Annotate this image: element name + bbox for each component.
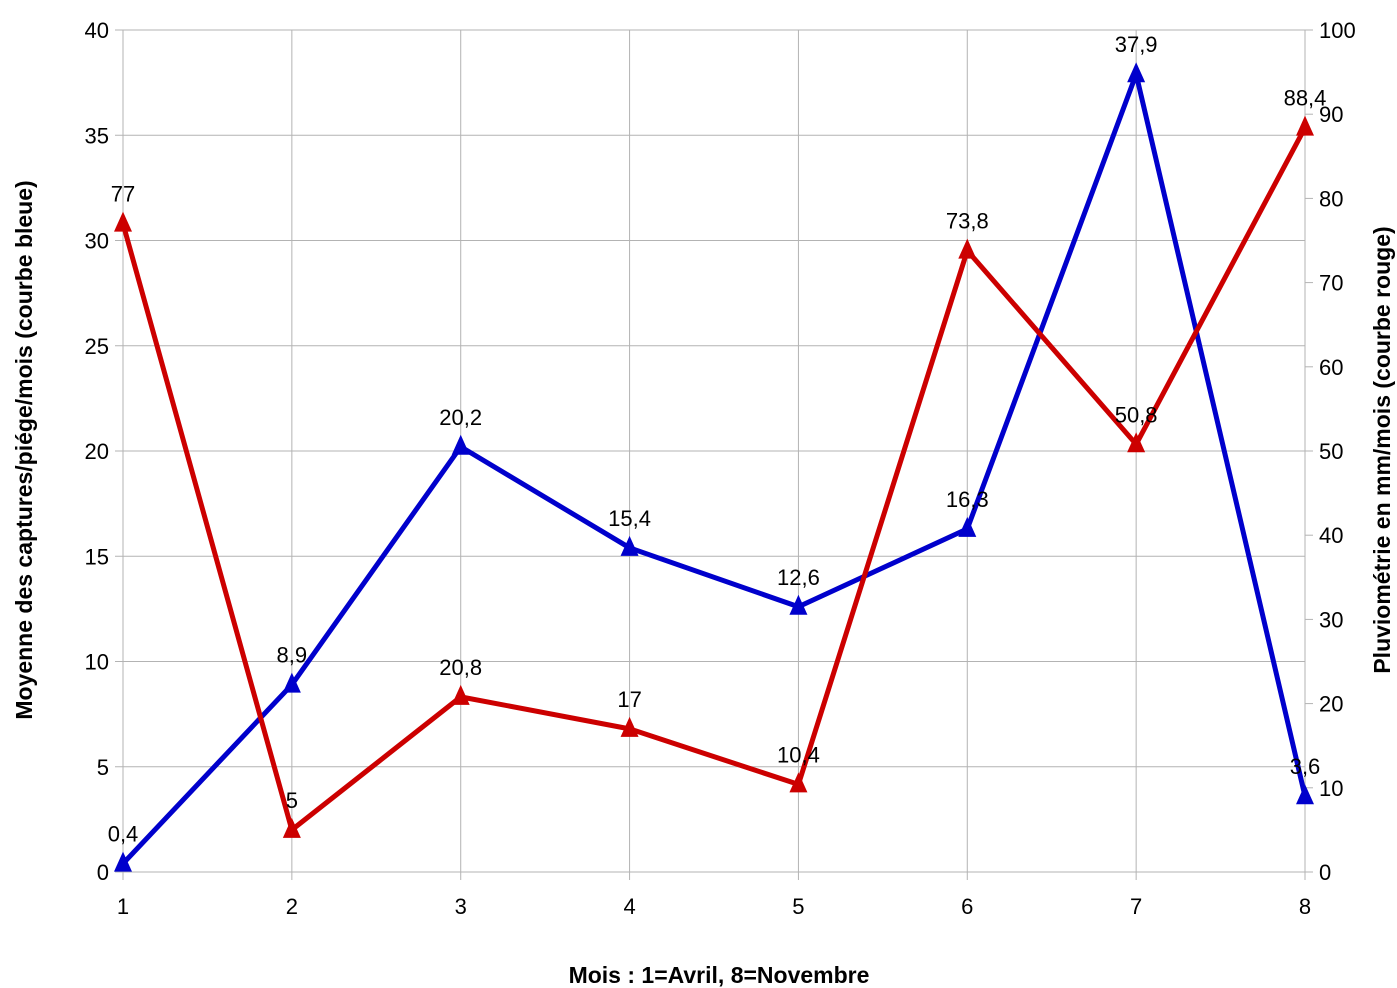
data-label-captures: 12,6 [777, 565, 820, 590]
data-label-captures: 15,4 [608, 506, 651, 531]
tick-label-left: 40 [85, 18, 109, 43]
tick-label-x: 6 [961, 894, 973, 919]
data-point-captures [451, 434, 470, 455]
data-label-captures: 0,4 [108, 822, 139, 847]
data-point-captures [114, 851, 132, 872]
tick-label-left: 20 [85, 439, 109, 464]
data-point-captures [1127, 62, 1146, 83]
tick-label-left: 10 [85, 650, 109, 675]
data-point-rainfall [1296, 115, 1314, 136]
tick-label-right: 20 [1319, 692, 1343, 717]
tick-label-right: 40 [1319, 523, 1343, 548]
data-label-rainfall: 73,8 [946, 209, 989, 234]
tick-label-right: 30 [1319, 607, 1343, 632]
data-point-captures [620, 535, 639, 556]
tick-label-x: 4 [623, 894, 635, 919]
tick-label-right: 90 [1319, 102, 1343, 127]
data-labels: 0,4 8,9 20,2 15,4 12,6 16,3 37,9 3,6 77 5 20,8 17 10… [108, 32, 1327, 846]
y-axis-title-left: Moyenne des captures/piége/mois (courbe … [11, 180, 37, 719]
data-point-captures [1296, 784, 1314, 805]
tick-label-left: 5 [97, 755, 109, 780]
gridlines [122, 29, 1306, 873]
tick-label-right: 60 [1319, 355, 1343, 380]
tick-label-left: 15 [85, 544, 109, 569]
x-axis-ticks: 1 2 3 4 5 6 7 8 [117, 872, 1311, 919]
data-label-rainfall: 50,8 [1115, 402, 1158, 427]
data-point-rainfall [1127, 432, 1146, 453]
data-point-rainfall [789, 772, 808, 793]
data-point-rainfall [451, 684, 470, 705]
data-label-captures: 20,2 [439, 405, 482, 430]
tick-label-left: 30 [85, 229, 109, 254]
data-label-captures: 37,9 [1115, 32, 1158, 57]
tick-label-left: 35 [85, 123, 109, 148]
series [114, 62, 1314, 872]
data-label-rainfall: 20,8 [439, 655, 482, 680]
tick-label-x: 5 [792, 894, 804, 919]
tick-label-right: 0 [1319, 860, 1331, 885]
tick-label-right: 100 [1319, 18, 1356, 43]
tick-label-right: 80 [1319, 186, 1343, 211]
data-label-rainfall: 77 [111, 182, 135, 207]
y-axis-title-right: Pluviométrie en mm/mois (courbe rouge) [1369, 226, 1395, 673]
tick-label-x: 7 [1130, 894, 1142, 919]
left-axis-ticks: 0 5 10 15 20 25 30 35 40 [85, 18, 123, 885]
right-axis-ticks: 0 10 20 30 40 50 60 70 80 90 100 [1305, 18, 1356, 885]
tick-label-right: 50 [1319, 439, 1343, 464]
series-line-rainfall [120, 126, 1308, 833]
tick-label-left: 25 [85, 334, 109, 359]
data-point-rainfall [958, 238, 977, 259]
tick-label-right: 70 [1319, 271, 1343, 296]
data-label-captures: 16,3 [946, 487, 989, 512]
data-point-captures [789, 594, 808, 615]
tick-label-x: 8 [1299, 894, 1311, 919]
tick-label-x: 2 [286, 894, 298, 919]
data-point-rainfall [282, 817, 301, 838]
data-label-rainfall: 88,4 [1284, 86, 1327, 111]
tick-label-x: 3 [455, 894, 467, 919]
data-label-rainfall: 17 [617, 687, 641, 712]
data-point-rainfall [620, 716, 639, 737]
data-point-captures [958, 516, 977, 537]
tick-label-left: 0 [97, 860, 109, 885]
x-axis-title: Mois : 1=Avril, 8=Novembre [569, 962, 870, 988]
tick-label-x: 1 [117, 894, 129, 919]
data-point-captures [282, 672, 301, 693]
data-label-captures: 8,9 [277, 643, 308, 668]
data-label-rainfall: 5 [286, 788, 298, 813]
series-line-captures [121, 71, 1308, 866]
data-label-rainfall: 10,4 [777, 742, 820, 767]
data-label-captures: 3,6 [1290, 754, 1321, 779]
tick-label-right: 10 [1319, 776, 1343, 801]
data-point-rainfall [114, 211, 132, 232]
